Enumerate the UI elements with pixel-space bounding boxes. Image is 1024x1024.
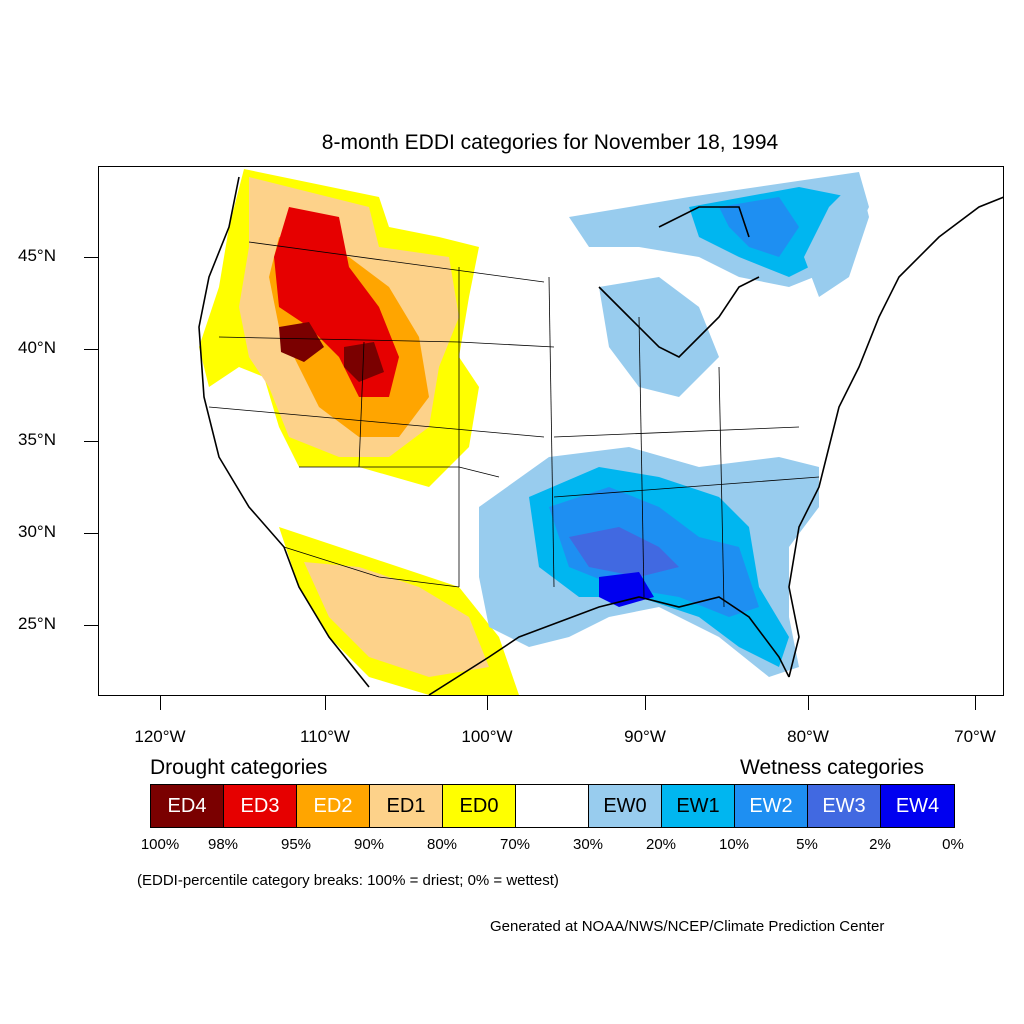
state-borders — [208, 241, 820, 608]
legend-swatch-ew0: EW0 — [589, 785, 662, 827]
lon-tick — [645, 696, 646, 710]
lon-tick — [975, 696, 976, 710]
legend-swatch-ed4: ED4 — [151, 785, 224, 827]
percentile-label: 20% — [645, 836, 677, 853]
lon-tick — [325, 696, 326, 710]
conus-eddi-map — [194, 169, 1003, 695]
legend-swatch-ew1: EW1 — [662, 785, 735, 827]
percentile-label: 90% — [353, 836, 385, 853]
percentile-label: 2% — [869, 836, 891, 853]
category-legend: ED4 ED3 ED2 ED1 ED0 EW0 EW1 EW2 EW3 EW4 — [150, 784, 955, 828]
percentile-label: 30% — [572, 836, 604, 853]
west-ed4-region-2 — [344, 342, 384, 382]
percentile-label: 10% — [718, 836, 750, 853]
lon-label-120w: 120°W — [134, 727, 186, 746]
lat-tick — [84, 625, 98, 626]
lon-tick — [487, 696, 488, 710]
lat-label-40: 40°N — [18, 338, 56, 357]
map-title: 8-month EDDI categories for November 18,… — [321, 131, 779, 154]
legend-swatch-ed1: ED1 — [370, 785, 443, 827]
credit-line: Generated at NOAA/NWS/NCEP/Climate Predi… — [490, 918, 885, 935]
lon-label-80w: 80°W — [787, 727, 829, 746]
legend-swatch-ew4: EW4 — [881, 785, 954, 827]
wetness-heading: Wetness categories — [740, 756, 925, 779]
lon-tick — [808, 696, 809, 710]
lakes-ew0-region — [599, 277, 719, 397]
lat-label-35: 35°N — [18, 430, 56, 449]
north-ew2-region — [719, 197, 799, 257]
lon-label-70w: 70°W — [954, 727, 996, 746]
legend-swatch-ew2: EW2 — [735, 785, 808, 827]
legend-swatch-ed3: ED3 — [224, 785, 297, 827]
southeast-ew4-region — [599, 572, 654, 607]
west-ed4-region — [279, 322, 324, 362]
percentile-label: 100% — [140, 836, 180, 853]
lat-label-30: 30°N — [18, 522, 56, 541]
coastlines — [198, 176, 1003, 695]
lon-label-90w: 90°W — [624, 727, 666, 746]
map-area — [98, 166, 1004, 696]
lat-tick — [84, 349, 98, 350]
legend-swatch-ed0: ED0 — [443, 785, 516, 827]
percentile-label: 0% — [942, 836, 964, 853]
drought-heading: Drought categories — [150, 756, 328, 779]
legend-swatch-normal — [516, 785, 589, 827]
percentile-label: 70% — [499, 836, 531, 853]
lat-label-25: 25°N — [18, 614, 56, 633]
lon-tick — [160, 696, 161, 710]
category-note: (EDDI-percentile category breaks: 100% =… — [137, 872, 559, 889]
legend-swatch-ew3: EW3 — [808, 785, 881, 827]
legend-swatch-ed2: ED2 — [297, 785, 370, 827]
canada-ew0-region — [804, 177, 869, 297]
lat-label-45: 45°N — [18, 246, 56, 265]
percentile-label: 80% — [426, 836, 458, 853]
percentile-label: 95% — [280, 836, 312, 853]
southwest-ed1-region — [304, 562, 489, 677]
southeast-ew3-region — [569, 527, 679, 577]
lat-tick — [84, 257, 98, 258]
lat-tick — [84, 441, 98, 442]
lat-tick — [84, 533, 98, 534]
lon-label-110w: 110°W — [300, 727, 350, 746]
percentile-label: 98% — [207, 836, 239, 853]
lon-label-100w: 100°W — [461, 727, 513, 746]
percentile-label: 5% — [796, 836, 818, 853]
